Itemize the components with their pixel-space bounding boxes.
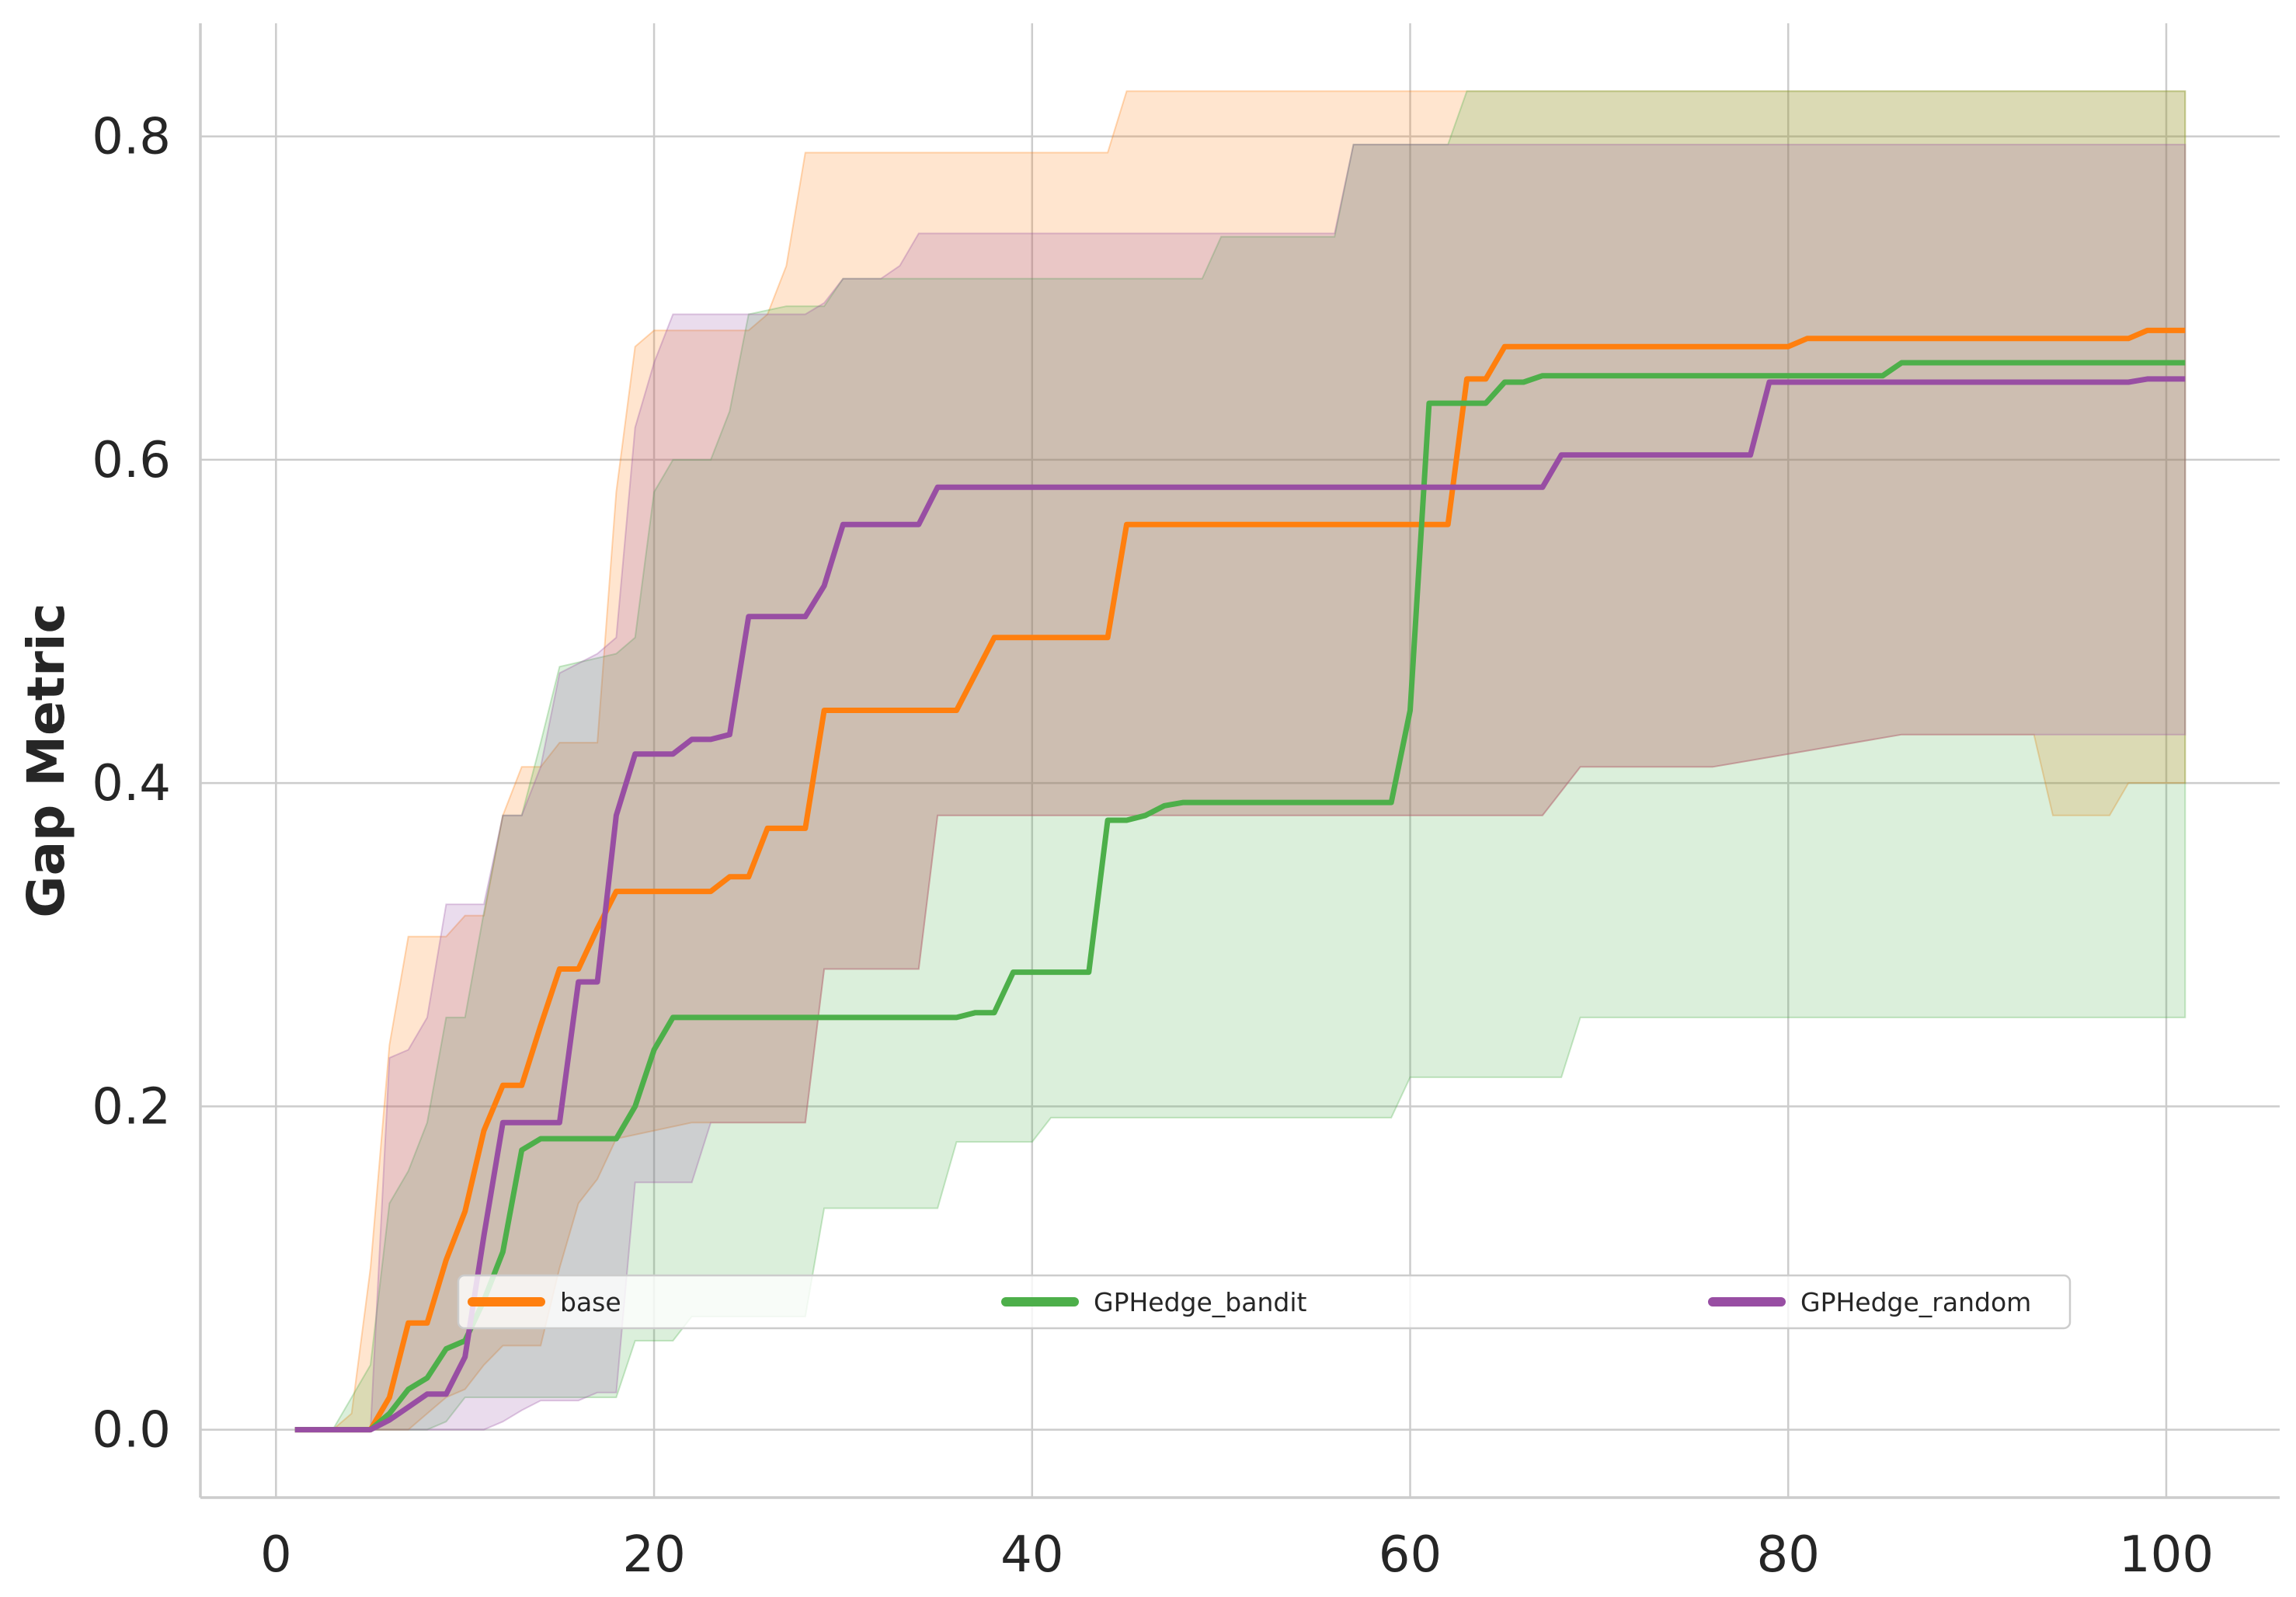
- grid-lines: [200, 23, 2280, 1498]
- line-base: [294, 327, 2186, 1433]
- y-tick-label: 0.8: [92, 109, 171, 166]
- x-tick-label: 0: [260, 1526, 292, 1584]
- y-tick-label: 0.4: [92, 755, 171, 812]
- legend-label: GPHedge_bandit: [1094, 1287, 1306, 1317]
- x-tick-label: 40: [1000, 1526, 1063, 1584]
- legend: base GPHedge_bandit GPHedge_random: [457, 1274, 2072, 1330]
- y-tick-label: 0.6: [92, 432, 171, 489]
- x-tick-label: 100: [2119, 1526, 2214, 1584]
- y-axis-label: Gap Metric: [16, 603, 76, 917]
- legend-label: base: [560, 1287, 621, 1317]
- legend-label: GPHedge_random: [1800, 1287, 2031, 1317]
- line-GPHedge_random: [294, 376, 2186, 1433]
- legend-box: [457, 1274, 2072, 1330]
- confidence-bands: [330, 90, 2186, 1431]
- series-lines: [294, 327, 2186, 1433]
- line-GPHedge_bandit: [294, 360, 2186, 1433]
- axes: 0 20 40 60 80 100 0.0 0.2 0.4 0.6 0.8 Gap Metric: [16, 23, 2280, 1584]
- x-tick-label: 20: [622, 1526, 685, 1584]
- x-tick-label: 60: [1379, 1526, 1442, 1584]
- band-GPHedge_random: [369, 144, 2186, 1431]
- y-tick-label: 0.2: [92, 1078, 171, 1136]
- y-tick-label: 0.0: [92, 1402, 171, 1460]
- x-tick-label: 80: [1757, 1526, 1820, 1584]
